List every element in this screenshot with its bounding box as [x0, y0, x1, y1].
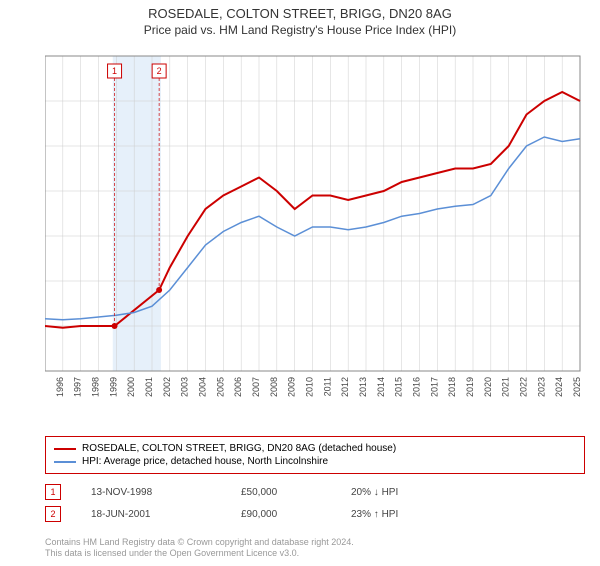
price-chart: £0£50K£100K£150K£200K£250K£300K£350K1995… [45, 51, 585, 421]
svg-text:2003: 2003 [180, 377, 190, 397]
svg-text:2018: 2018 [447, 377, 457, 397]
legend-item: ROSEDALE, COLTON STREET, BRIGG, DN20 8AG… [54, 443, 576, 454]
chart-title: ROSEDALE, COLTON STREET, BRIGG, DN20 8AG [0, 6, 600, 21]
svg-text:2019: 2019 [465, 377, 475, 397]
transaction-marker: 1 [45, 484, 61, 500]
svg-text:2011: 2011 [322, 377, 332, 396]
footer-attribution: Contains HM Land Registry data © Crown c… [45, 537, 354, 560]
legend-label: HPI: Average price, detached house, Nort… [82, 456, 328, 467]
footer-line: Contains HM Land Registry data © Crown c… [45, 537, 354, 549]
legend-swatch [54, 448, 76, 450]
transaction-price: £50,000 [241, 487, 321, 498]
transaction-diff: 23% ↑ HPI [351, 509, 451, 520]
transaction-price: £90,000 [241, 509, 321, 520]
svg-text:2: 2 [157, 66, 162, 76]
legend-swatch [54, 461, 76, 463]
svg-text:2007: 2007 [251, 377, 261, 397]
svg-text:2002: 2002 [162, 377, 172, 397]
svg-text:2000: 2000 [126, 377, 136, 397]
svg-text:1996: 1996 [55, 377, 65, 397]
svg-text:2017: 2017 [429, 377, 439, 397]
transaction-row: 2 18-JUN-2001 £90,000 23% ↑ HPI [45, 506, 585, 522]
svg-text:2024: 2024 [554, 377, 564, 397]
transaction-date: 13-NOV-1998 [91, 487, 211, 498]
svg-text:2021: 2021 [501, 377, 511, 397]
svg-text:2016: 2016 [412, 377, 422, 397]
svg-text:2025: 2025 [572, 377, 582, 397]
transaction-marker: 2 [45, 506, 61, 522]
svg-text:2004: 2004 [198, 377, 208, 397]
svg-text:2022: 2022 [519, 377, 529, 397]
transaction-row: 1 13-NOV-1998 £50,000 20% ↓ HPI [45, 484, 585, 500]
legend: ROSEDALE, COLTON STREET, BRIGG, DN20 8AG… [45, 436, 585, 474]
svg-text:2010: 2010 [305, 377, 315, 397]
transaction-diff: 20% ↓ HPI [351, 487, 451, 498]
svg-text:2013: 2013 [358, 377, 368, 397]
svg-text:2012: 2012 [340, 377, 350, 397]
footer-line: This data is licensed under the Open Gov… [45, 548, 354, 560]
svg-text:1: 1 [112, 66, 117, 76]
svg-text:2023: 2023 [536, 377, 546, 397]
svg-text:1997: 1997 [73, 377, 83, 397]
svg-text:2015: 2015 [394, 377, 404, 397]
svg-text:2009: 2009 [287, 377, 297, 397]
svg-text:1999: 1999 [108, 377, 118, 397]
svg-text:2014: 2014 [376, 377, 386, 397]
svg-text:2006: 2006 [233, 377, 243, 397]
legend-label: ROSEDALE, COLTON STREET, BRIGG, DN20 8AG… [82, 443, 396, 454]
svg-text:2020: 2020 [483, 377, 493, 397]
legend-item: HPI: Average price, detached house, Nort… [54, 456, 576, 467]
svg-text:1998: 1998 [91, 377, 101, 397]
svg-text:2005: 2005 [215, 377, 225, 397]
svg-text:1995: 1995 [45, 377, 47, 397]
transaction-date: 18-JUN-2001 [91, 509, 211, 520]
svg-text:2008: 2008 [269, 377, 279, 397]
chart-subtitle: Price paid vs. HM Land Registry's House … [0, 23, 600, 37]
svg-text:2001: 2001 [144, 377, 154, 397]
